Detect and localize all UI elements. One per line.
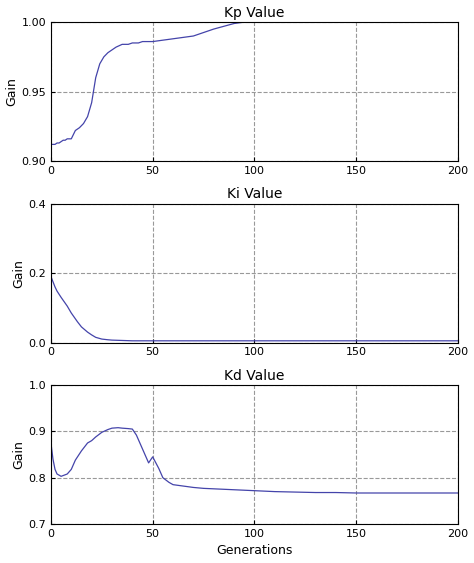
Y-axis label: Gain: Gain <box>6 77 18 106</box>
Title: Ki Value: Ki Value <box>227 187 282 201</box>
Title: Kd Value: Kd Value <box>224 369 284 382</box>
Title: Kp Value: Kp Value <box>224 6 284 20</box>
Y-axis label: Gain: Gain <box>12 440 26 469</box>
X-axis label: Generations: Generations <box>216 544 292 557</box>
Y-axis label: Gain: Gain <box>12 258 26 288</box>
